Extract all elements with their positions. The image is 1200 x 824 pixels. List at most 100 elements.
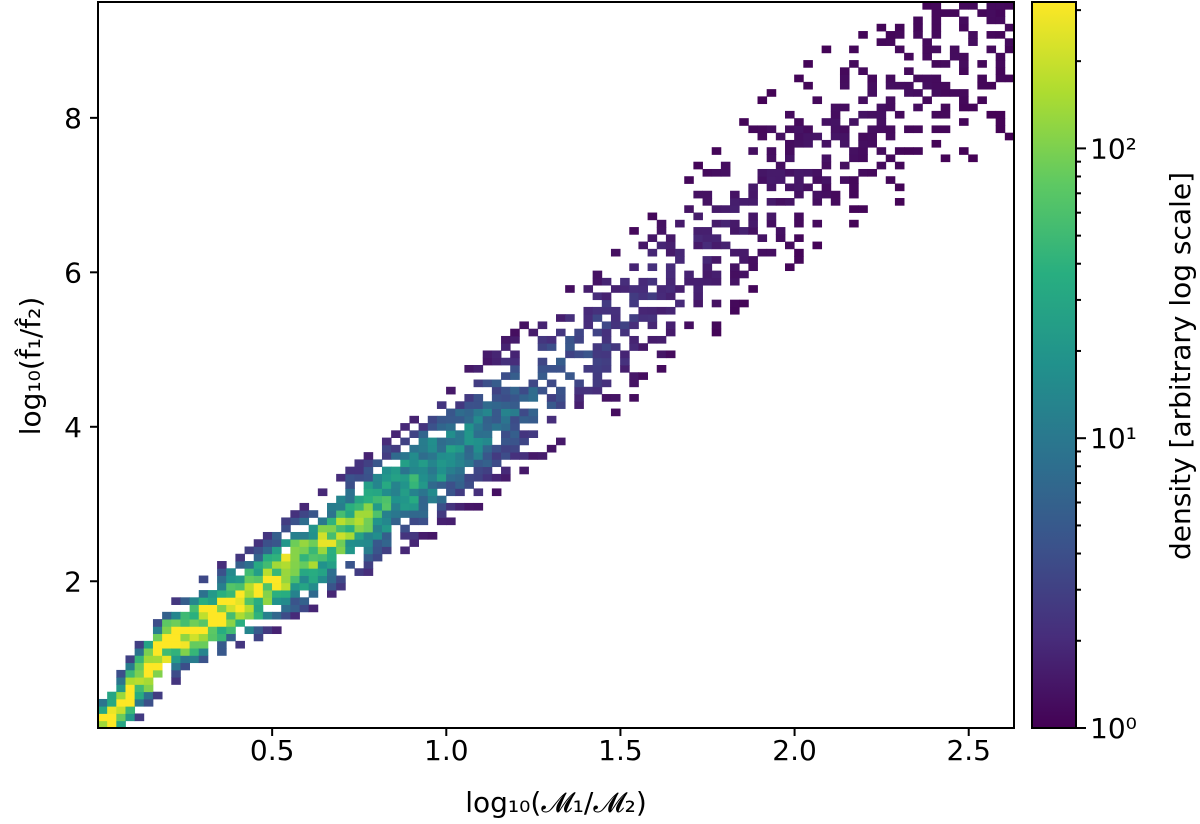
heatmap-cell — [491, 488, 502, 497]
colorbar — [1031, 1, 1077, 729]
heatmap-cell — [409, 473, 419, 482]
heatmap-cell — [363, 473, 374, 482]
heatmap-cell — [491, 473, 502, 482]
heatmap-cell — [180, 655, 190, 664]
heatmap-cell — [491, 423, 502, 431]
heatmap-cell — [647, 306, 658, 315]
heatmap-cell — [345, 561, 355, 569]
heatmap-cell — [766, 125, 777, 134]
heatmap-cell — [317, 575, 328, 584]
heatmap-cell — [702, 256, 713, 264]
heatmap-cell — [473, 452, 484, 460]
heatmap-cell — [766, 154, 777, 163]
heatmap-cell — [501, 394, 511, 402]
heatmap-cell — [409, 495, 419, 504]
heatmap-cell — [794, 256, 804, 264]
heatmap-cell — [849, 190, 859, 199]
heatmap-cell — [409, 510, 419, 518]
heatmap-cell — [207, 619, 218, 627]
heatmap-cell — [665, 263, 676, 272]
heatmap-cell — [592, 365, 603, 373]
heatmap-cell — [152, 691, 163, 700]
heatmap-cell — [647, 321, 658, 330]
heatmap-cell — [372, 481, 383, 489]
heatmap-cell — [281, 553, 291, 562]
heatmap-cell — [217, 640, 227, 649]
heatmap-cell — [986, 110, 997, 119]
heatmap-cell — [839, 103, 850, 112]
heatmap-cell — [894, 23, 905, 32]
heatmap-cell — [134, 662, 145, 671]
heatmap-cell — [995, 125, 1006, 134]
heatmap-cell — [262, 611, 273, 620]
heatmap-cell — [116, 706, 126, 714]
heatmap-cell — [702, 198, 713, 206]
heatmap-cell — [821, 161, 832, 170]
heatmap-cell — [299, 502, 310, 511]
heatmap-cell — [959, 60, 969, 68]
heatmap-cell — [803, 81, 813, 90]
heatmap-cell — [308, 546, 319, 555]
heatmap-cell — [327, 582, 337, 591]
heatmap-cell — [684, 321, 694, 330]
heatmap-cell — [748, 219, 758, 228]
heatmap-cell — [675, 285, 685, 293]
heatmap-cell — [272, 590, 282, 598]
heatmap-cell — [610, 394, 621, 402]
x-axis: 0.5 1.0 1.5 2.0 2.5 — [250, 728, 991, 767]
heatmap-cell — [354, 524, 365, 533]
heatmap-cell — [446, 386, 456, 395]
heatmap-cell — [152, 626, 163, 635]
heatmap-cell — [519, 466, 529, 475]
heatmap-cell — [885, 103, 896, 112]
heatmap-cell — [766, 248, 777, 257]
heatmap-cell — [904, 81, 914, 90]
heatmap-cell — [959, 103, 969, 112]
colorbar-tick-label: 10¹ — [1090, 422, 1137, 455]
heatmap-cell — [748, 256, 758, 264]
heatmap-cell — [610, 285, 621, 293]
heatmap-cell — [720, 161, 731, 170]
heatmap-cell — [299, 553, 310, 562]
heatmap-cell — [226, 604, 236, 613]
heatmap-cell — [281, 611, 291, 620]
heatmap-cell — [272, 546, 282, 555]
heatmap-cell — [638, 285, 648, 293]
heatmap-cell — [354, 502, 365, 511]
heatmap-cell — [134, 648, 145, 656]
heatmap-cell — [766, 198, 777, 206]
heatmap-cell — [583, 386, 594, 395]
x-tick-label: 1.5 — [598, 734, 643, 767]
heatmap-cell — [226, 575, 236, 584]
y-tick-label: 6 — [64, 256, 82, 289]
heatmap-cell — [152, 648, 163, 656]
heatmap-cell — [381, 488, 392, 497]
heatmap-cell — [702, 168, 713, 177]
heatmap-cell — [482, 466, 493, 475]
heatmap-cell — [473, 365, 484, 373]
heatmap-cell — [400, 452, 410, 460]
heatmap-cell — [913, 125, 923, 134]
heatmap-cell — [189, 633, 200, 642]
heatmap-cell — [391, 502, 401, 511]
heatmap-cell — [446, 452, 456, 460]
heatmap-cell — [1004, 74, 1015, 83]
heatmap-cell — [198, 648, 209, 656]
heatmap-cell — [446, 481, 456, 489]
heatmap-cell — [446, 444, 456, 453]
heatmap-cell — [501, 386, 511, 395]
heatmap-cell — [281, 604, 291, 613]
heatmap-cell — [308, 539, 319, 547]
heatmap-cell — [281, 517, 291, 526]
heatmap-cell — [235, 597, 245, 605]
heatmap-cell — [794, 248, 804, 257]
heatmap-cell — [592, 343, 603, 351]
heatmap-cell — [446, 423, 456, 431]
heatmap-cell — [162, 640, 172, 649]
heatmap-cell — [436, 452, 447, 460]
heatmap-cell — [327, 510, 337, 518]
heatmap-cell — [446, 488, 456, 497]
heatmap-cell — [180, 597, 190, 605]
heatmap-cell — [244, 546, 255, 555]
heatmap-cell — [986, 9, 997, 17]
